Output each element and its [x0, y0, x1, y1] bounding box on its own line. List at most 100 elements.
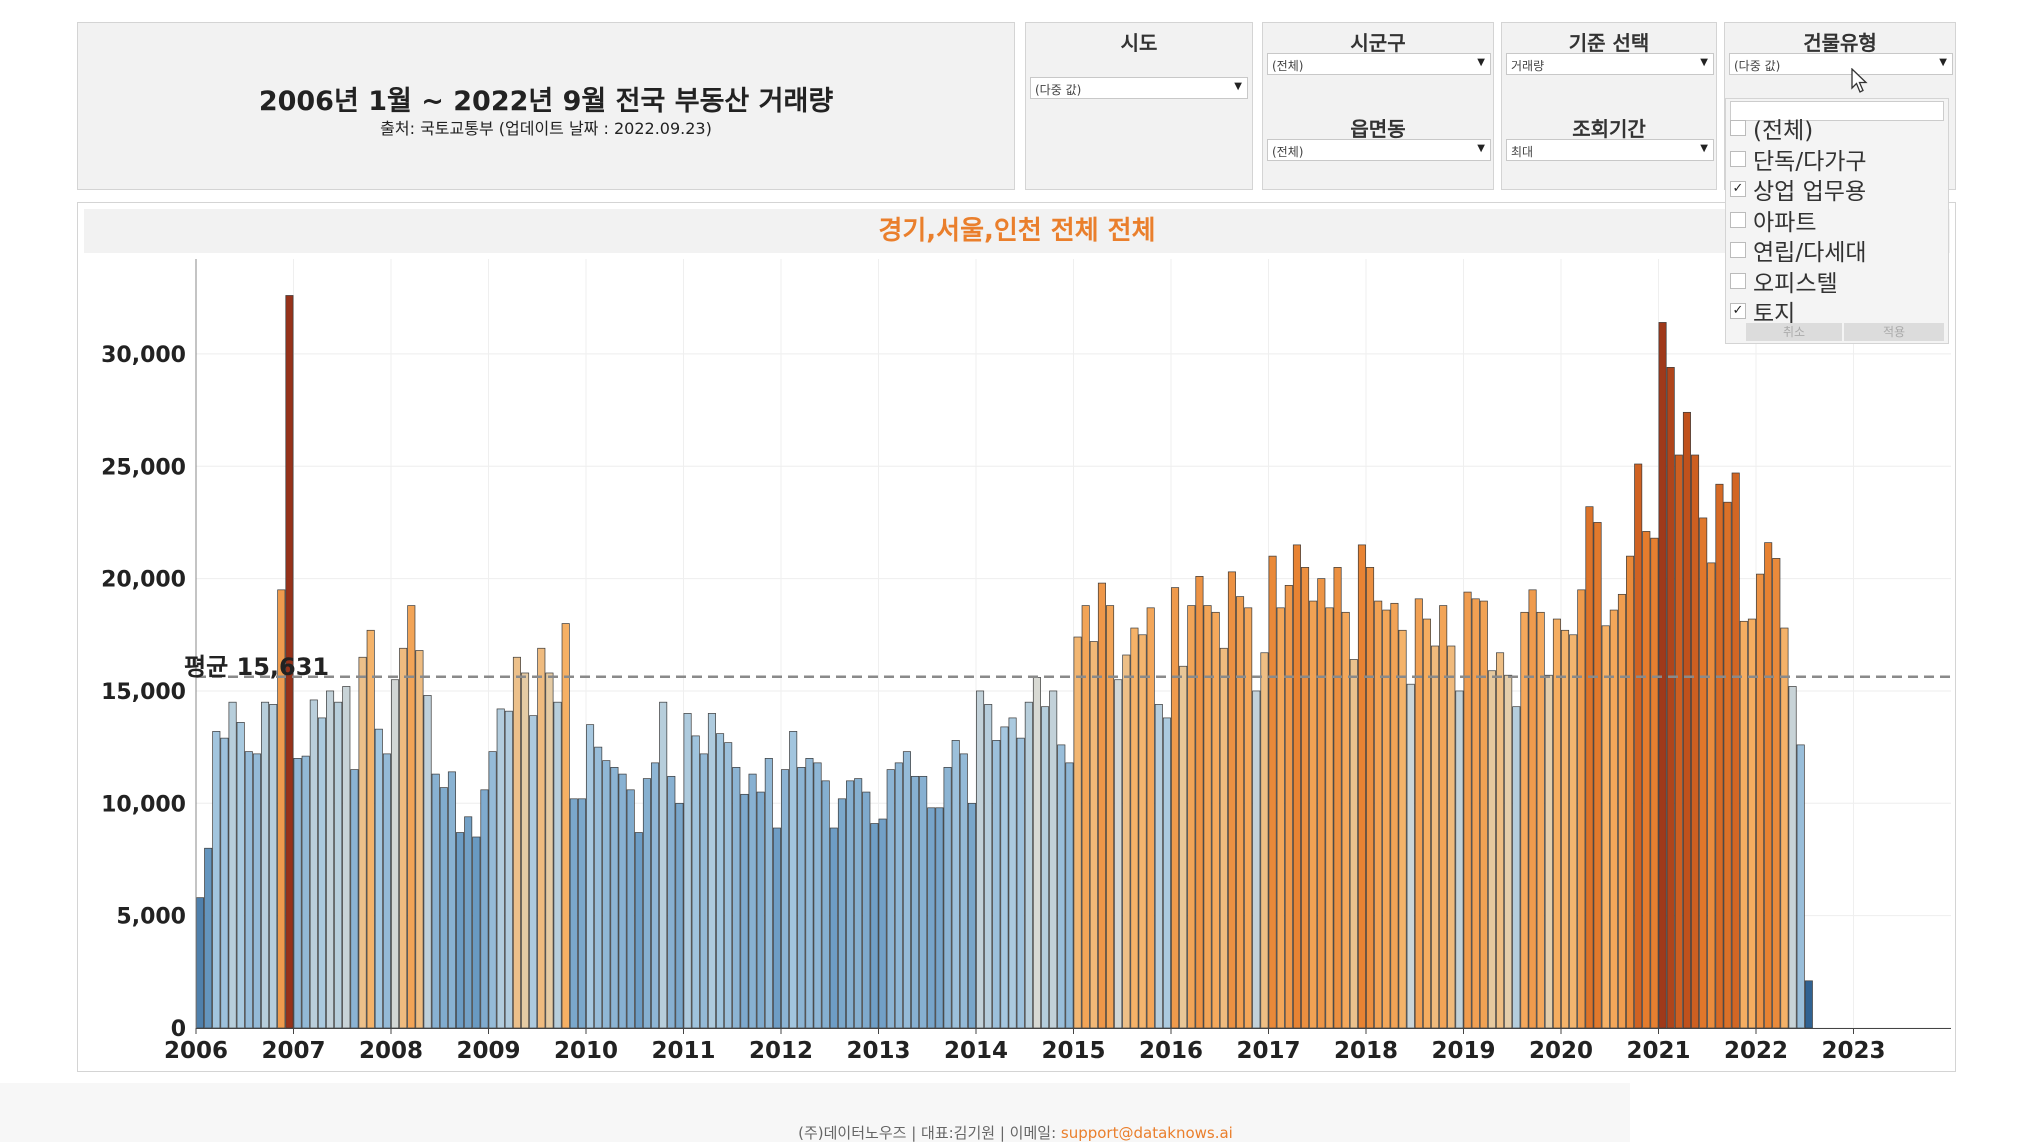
- building-type-option[interactable]: 연립/다세대: [1730, 235, 1867, 266]
- bar[interactable]: [561, 623, 570, 1029]
- bar[interactable]: [512, 656, 521, 1029]
- bar[interactable]: [1682, 411, 1691, 1029]
- bar[interactable]: [228, 701, 237, 1029]
- bar[interactable]: [651, 762, 660, 1029]
- bar[interactable]: [984, 704, 993, 1029]
- checkbox-unchecked-icon[interactable]: [1730, 150, 1746, 167]
- building-type-search-input[interactable]: [1730, 101, 1944, 121]
- bar[interactable]: [1756, 573, 1765, 1029]
- bar[interactable]: [1382, 609, 1391, 1029]
- bar[interactable]: [456, 832, 465, 1029]
- bar[interactable]: [935, 807, 944, 1029]
- bar[interactable]: [1374, 600, 1383, 1029]
- bar[interactable]: [1292, 544, 1301, 1029]
- bar[interactable]: [1609, 609, 1618, 1029]
- bar[interactable]: [1138, 634, 1147, 1029]
- bar[interactable]: [1447, 645, 1456, 1029]
- bar[interactable]: [1431, 645, 1440, 1029]
- bar[interactable]: [642, 778, 651, 1029]
- bar[interactable]: [252, 753, 261, 1029]
- bar[interactable]: [1260, 652, 1269, 1029]
- bar[interactable]: [269, 704, 278, 1029]
- bar[interactable]: [740, 793, 749, 1029]
- bar[interactable]: [244, 751, 253, 1029]
- bar[interactable]: [1617, 593, 1626, 1029]
- bar[interactable]: [488, 751, 497, 1029]
- building-type-option[interactable]: ✓ 상업 업무용: [1730, 174, 1866, 205]
- bar[interactable]: [577, 798, 586, 1029]
- bar[interactable]: [1171, 587, 1180, 1029]
- bar[interactable]: [821, 780, 830, 1029]
- bar[interactable]: [545, 672, 554, 1029]
- bar[interactable]: [1536, 611, 1545, 1029]
- bar[interactable]: [431, 773, 440, 1029]
- bar[interactable]: [317, 717, 326, 1029]
- bar[interactable]: [1276, 607, 1285, 1029]
- bar[interactable]: [1114, 679, 1123, 1029]
- bar[interactable]: [1122, 654, 1131, 1029]
- bar[interactable]: [309, 699, 318, 1029]
- bar[interactable]: [1788, 686, 1797, 1029]
- bar[interactable]: [716, 733, 725, 1029]
- bar[interactable]: [472, 836, 481, 1029]
- bar[interactable]: [1073, 636, 1082, 1029]
- bar[interactable]: [350, 769, 359, 1029]
- bar[interactable]: [667, 775, 676, 1029]
- bar[interactable]: [1414, 598, 1423, 1029]
- filter-period-dropdown[interactable]: 최대 ▼: [1506, 139, 1714, 161]
- bar[interactable]: [1000, 726, 1009, 1029]
- bar[interactable]: [634, 832, 643, 1029]
- bar[interactable]: [618, 773, 627, 1029]
- bar[interactable]: [553, 701, 562, 1029]
- bar[interactable]: [480, 789, 489, 1029]
- bar[interactable]: [1162, 717, 1171, 1029]
- bar[interactable]: [659, 701, 668, 1029]
- bar[interactable]: [1601, 625, 1610, 1029]
- bar[interactable]: [1544, 674, 1553, 1029]
- bar[interactable]: [358, 656, 367, 1029]
- bar[interactable]: [236, 722, 245, 1029]
- checkbox-unchecked-icon[interactable]: [1730, 211, 1746, 228]
- bar[interactable]: [1642, 531, 1651, 1029]
- bar[interactable]: [212, 731, 221, 1029]
- bar[interactable]: [1577, 589, 1586, 1029]
- bar[interactable]: [748, 773, 757, 1029]
- bar[interactable]: [1195, 576, 1204, 1029]
- bar[interactable]: [837, 798, 846, 1029]
- checkbox-checked-icon[interactable]: ✓: [1730, 181, 1746, 197]
- bar[interactable]: [1585, 506, 1594, 1029]
- bar[interactable]: [1268, 555, 1277, 1029]
- bar[interactable]: [854, 778, 863, 1029]
- bar[interactable]: [1032, 677, 1041, 1029]
- bar[interactable]: [423, 695, 432, 1029]
- bar[interactable]: [691, 735, 700, 1029]
- bar[interactable]: [1504, 674, 1513, 1029]
- bar[interactable]: [764, 758, 773, 1029]
- bar[interactable]: [1479, 600, 1488, 1029]
- bar[interactable]: [602, 760, 611, 1029]
- bar[interactable]: [1804, 980, 1813, 1029]
- bar[interactable]: [829, 827, 838, 1029]
- bar[interactable]: [1301, 567, 1310, 1029]
- bar[interactable]: [1398, 629, 1407, 1029]
- bar[interactable]: [1390, 602, 1399, 1029]
- bar[interactable]: [1569, 634, 1578, 1029]
- bar[interactable]: [626, 789, 635, 1029]
- bar[interactable]: [1146, 607, 1155, 1029]
- bar[interactable]: [569, 798, 578, 1029]
- bar[interactable]: [732, 766, 741, 1029]
- bar[interactable]: [594, 746, 603, 1029]
- bar[interactable]: [1089, 641, 1098, 1029]
- building-type-option[interactable]: 오피스텔: [1730, 266, 1838, 297]
- apply-button[interactable]: 적용: [1844, 323, 1944, 341]
- bar[interactable]: [967, 802, 976, 1029]
- bar[interactable]: [504, 710, 513, 1029]
- bar[interactable]: [586, 724, 595, 1029]
- bar[interactable]: [204, 847, 213, 1029]
- bar[interactable]: [326, 690, 335, 1029]
- bar[interactable]: [1707, 562, 1716, 1029]
- bar[interactable]: [1333, 567, 1342, 1029]
- checkbox-checked-icon[interactable]: ✓: [1730, 303, 1746, 319]
- bar[interactable]: [1057, 744, 1066, 1029]
- bar[interactable]: [342, 686, 351, 1029]
